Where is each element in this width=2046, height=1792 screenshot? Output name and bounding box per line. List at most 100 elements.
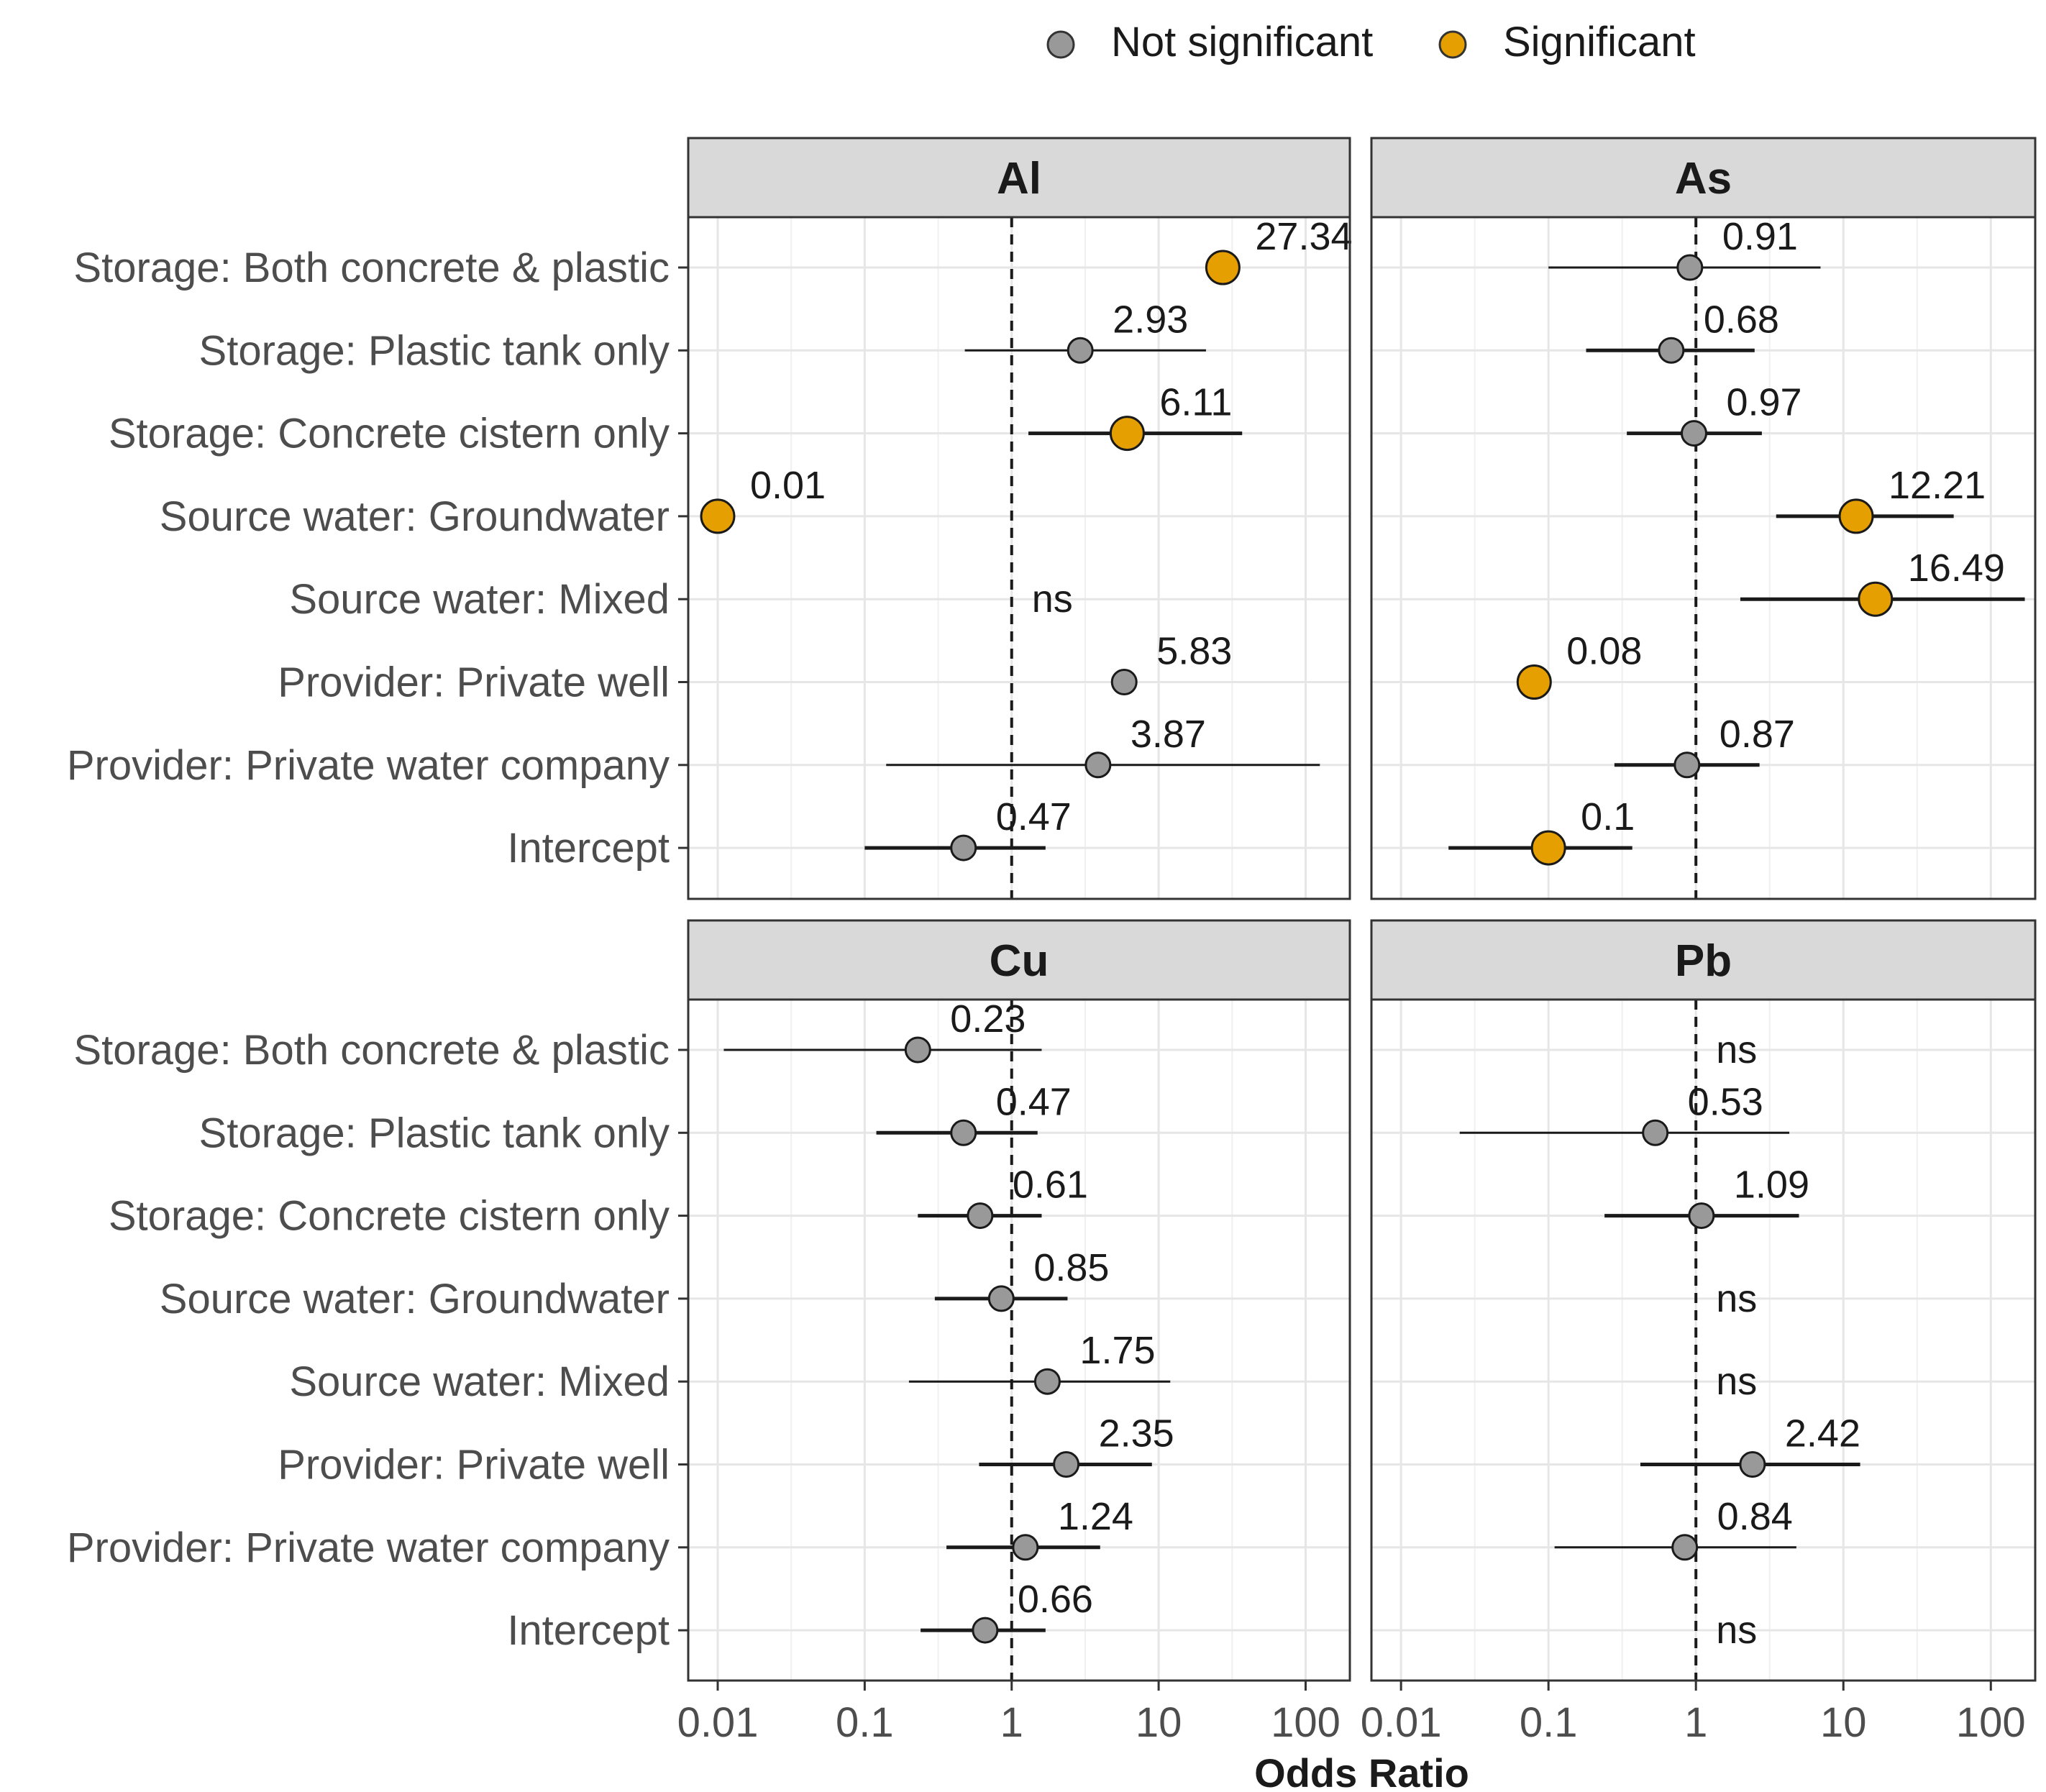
category-label: Storage: Plastic tank only [199,1110,670,1156]
data-label: 1.24 [1058,1495,1133,1538]
ns-label: ns [1716,1609,1757,1652]
x-tick-label: 10 [1136,1699,1182,1746]
category-label: Storage: Both concrete & plastic [73,244,670,291]
panel-border [1370,998,2037,1682]
point-not-significant [1671,1534,1699,1561]
x-tick-label: 0.01 [1361,1699,1442,1746]
legend-label-significant: Significant [1503,19,1696,65]
point-not-significant [950,1119,977,1146]
point-not-significant [1084,751,1112,779]
category-label: Storage: Plastic tank only [199,327,670,374]
data-label: 0.91 [1722,215,1798,258]
ns-label: ns [1716,1277,1757,1320]
point-not-significant [1012,1534,1039,1561]
data-label: 0.66 [1018,1578,1093,1621]
panel-as: As 0.91 0.68 0.97 12.21 16.49 0.08 0.87 0.1 [1370,137,2037,900]
point-significant [1516,664,1552,700]
x-tick-label: 1 [1000,1699,1023,1746]
data-label: 0.84 [1717,1495,1793,1538]
panel-background [1371,217,2035,899]
category-label: Provider: Private water company [67,742,670,789]
category-label: Storage: Both concrete & plastic [73,1027,670,1074]
panel-border [1370,216,2037,900]
x-tick-label: 0.01 [677,1699,759,1746]
legend-label-not-significant: Not significant [1111,19,1373,65]
category-label: Source water: Mixed [289,576,670,623]
data-label: 2.35 [1099,1412,1174,1455]
point-not-significant [1739,1451,1766,1478]
point-significant [1838,498,1874,534]
category-label: Intercept [507,825,670,872]
panel-strip [1370,137,2037,219]
data-label: 1.09 [1734,1164,1809,1207]
data-label: 0.47 [996,1080,1072,1123]
panel-background [1371,1000,2035,1681]
ns-label: ns [1716,1360,1757,1403]
category-label: Source water: Mixed [289,1358,670,1405]
data-label: 1.75 [1079,1329,1155,1372]
point-not-significant [1688,1202,1715,1230]
data-label: 2.93 [1113,298,1188,341]
category-label: Intercept [507,1607,670,1654]
point-not-significant [950,834,977,861]
x-tick-label: 0.1 [836,1699,894,1746]
panel-border [687,216,1351,900]
point-not-significant [1053,1451,1080,1478]
panel-title: Pb [1675,936,1732,986]
point-not-significant [1680,420,1707,447]
point-not-significant [967,1202,994,1230]
x-tick-label: 0.1 [1520,1699,1578,1746]
point-not-significant [1110,669,1138,695]
category-label: Source water: Groundwater [160,1276,670,1322]
data-label: 0.53 [1688,1080,1763,1123]
category-label: Provider: Private water company [67,1524,670,1571]
point-not-significant [904,1036,931,1064]
data-label: 27.34 [1255,215,1352,258]
data-label: 0.01 [750,464,826,507]
point-not-significant [1033,1368,1061,1395]
x-tick-label: 1 [1684,1699,1707,1746]
data-label: 6.11 [1159,381,1232,424]
point-significant [700,498,736,534]
panel-strip [1370,919,2037,1001]
data-label: 0.97 [1726,381,1801,424]
x-tick-label: 100 [1956,1699,2026,1746]
point-significant [1530,830,1566,866]
panels: Al 27.34 2.93 6.11 0.01 ns 5.83 3.87 0.47 As 0.91 0… [687,137,2037,1682]
category-label: Provider: Private well [278,1442,670,1489]
panel-strip [687,137,1351,219]
data-label: 2.42 [1785,1412,1860,1455]
panel-cu: Cu 0.23 0.47 0.61 0.85 1.75 2.35 1.24 0.66 [687,919,1351,1682]
point-not-significant [987,1285,1015,1312]
data-label: 0.85 [1033,1246,1109,1289]
panel-title: Cu [990,936,1049,986]
category-label: Provider: Private well [278,659,670,706]
x-tick-label: 100 [1271,1699,1341,1746]
ns-label: ns [1716,1028,1757,1071]
data-label: 0.23 [950,997,1026,1041]
legend-key-not-significant [1046,30,1075,59]
data-label: 0.87 [1720,713,1795,756]
point-not-significant [1673,751,1701,779]
point-significant [1858,581,1894,617]
legend-key-significant [1438,30,1467,59]
data-label: 16.49 [1908,547,2005,590]
point-not-significant [1676,254,1704,281]
point-not-significant [972,1617,999,1644]
x-axis-title: Odds Ratio [1254,1750,1469,1792]
data-label: 0.1 [1581,795,1635,838]
panel-title: Al [997,154,1041,204]
panel-background [688,1000,1350,1681]
data-label: 0.08 [1566,630,1642,673]
panel-al: Al 27.34 2.93 6.11 0.01 ns 5.83 3.87 0.47 [687,137,1353,900]
point-significant [1205,250,1241,285]
panel-title: As [1675,154,1732,204]
data-label: 0.61 [1013,1164,1088,1207]
point-not-significant [1642,1119,1669,1146]
x-tick-label: 10 [1820,1699,1867,1746]
panel-border [687,998,1351,1682]
category-labels: Storage: Both concrete & plastic Storage:… [67,244,688,1654]
legend: Not significant Significant [1046,19,1696,65]
